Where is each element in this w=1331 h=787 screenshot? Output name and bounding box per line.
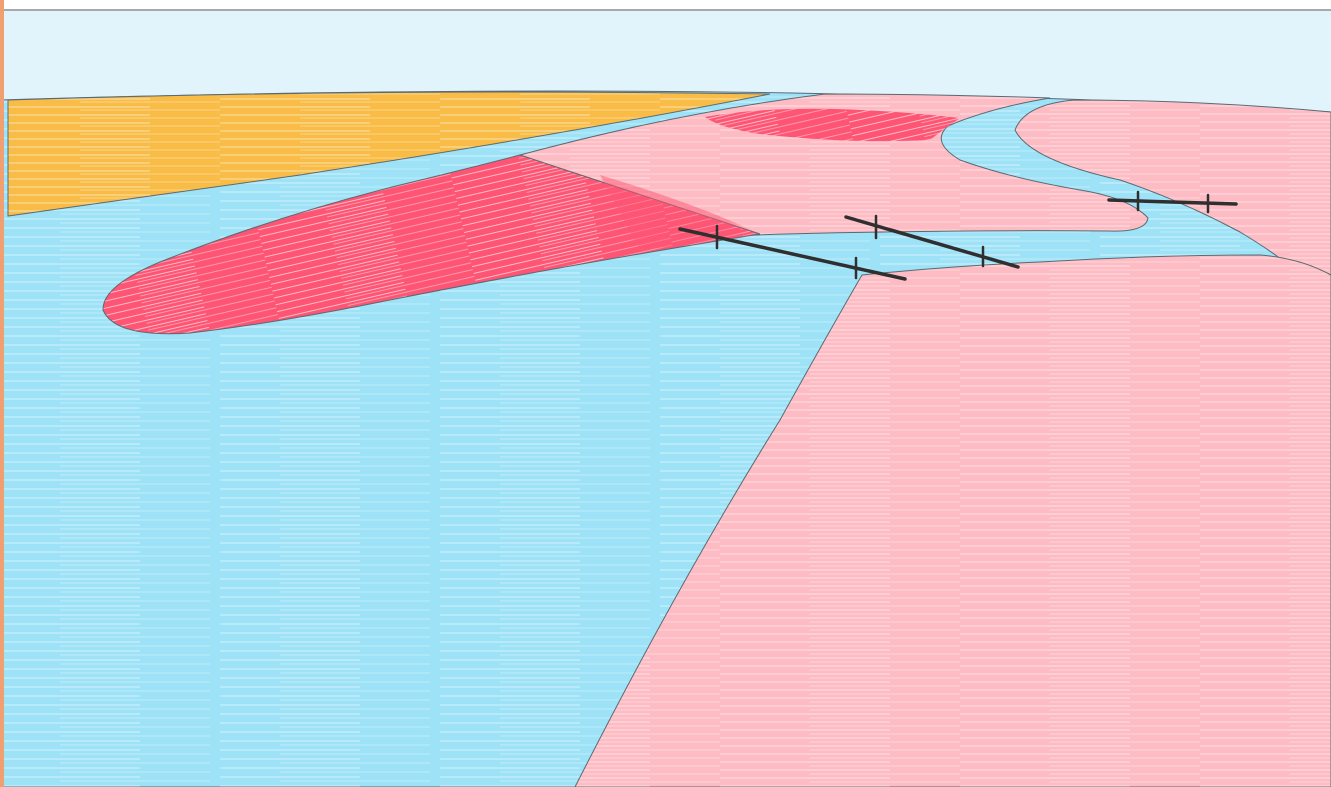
crossing-line-right xyxy=(1107,190,1238,214)
top-frame-edge xyxy=(0,0,1331,11)
red-peninsula-fade xyxy=(600,175,760,250)
orange-land-region xyxy=(7,91,771,217)
upper-red-strip-region xyxy=(705,108,960,142)
crossing-line-middle xyxy=(844,214,1020,269)
lower-pink-land-region xyxy=(574,254,1331,787)
crossing-line-left xyxy=(678,224,907,281)
far-pink-land-region xyxy=(1014,99,1331,278)
left-frame-edge xyxy=(0,0,4,787)
